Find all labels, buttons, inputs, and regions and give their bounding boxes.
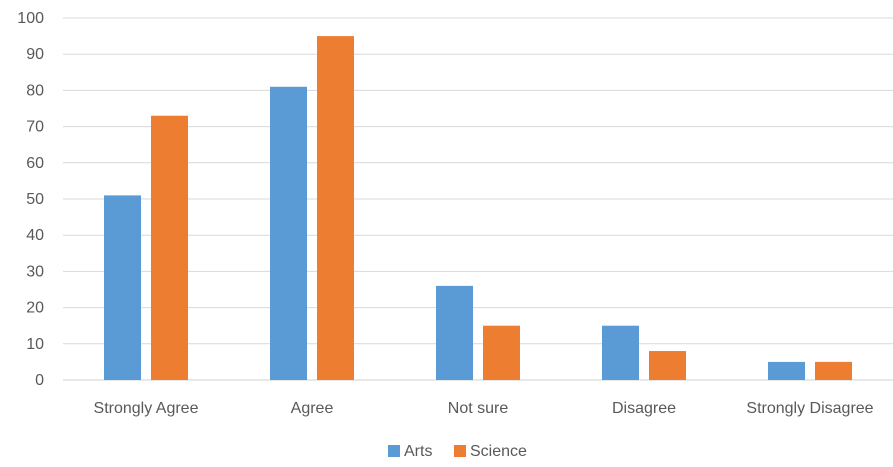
y-tick-label: 60 [26,155,44,172]
x-category-label: Strongly Agree [94,400,199,417]
bar-science-strongly-disagree [815,361,852,380]
y-tick-label: 0 [35,372,44,389]
y-tick-label: 70 [26,119,44,136]
legend-label-arts: Arts [404,443,432,460]
x-axis-category-labels: Strongly Agree Agree Not sure Disagree Stron… [94,400,874,417]
x-category-label: Agree [291,400,334,417]
y-tick-label: 20 [26,300,44,317]
x-category-label: Strongly Disagree [746,400,873,417]
y-tick-label: 100 [17,10,44,27]
legend-swatch-arts [388,445,400,457]
bar-arts-disagree [602,325,639,380]
y-tick-label: 90 [26,46,44,63]
y-axis-tick-labels: 0 10 20 30 40 50 60 70 80 90 100 [17,10,44,389]
bar-science-strongly-agree [151,115,188,381]
x-category-label: Disagree [612,400,676,417]
legend: Arts Science [388,443,527,460]
bar-science-agree [317,36,354,380]
legend-label-science: Science [470,443,527,460]
bar-science-disagree [649,351,686,380]
legend-swatch-science [454,445,466,457]
x-category-label: Not sure [448,400,509,417]
bar-arts-agree [270,86,307,380]
bar-science-not-sure [483,325,520,380]
bar-arts-strongly-disagree [768,361,805,380]
y-tick-label: 80 [26,82,44,99]
y-tick-label: 30 [26,263,44,280]
y-tick-label: 50 [26,191,44,208]
y-tick-label: 40 [26,227,44,244]
bars [104,36,852,381]
gridlines [63,17,893,381]
bar-arts-not-sure [436,285,473,380]
y-tick-label: 10 [26,336,44,353]
bar-arts-strongly-agree [104,195,141,380]
